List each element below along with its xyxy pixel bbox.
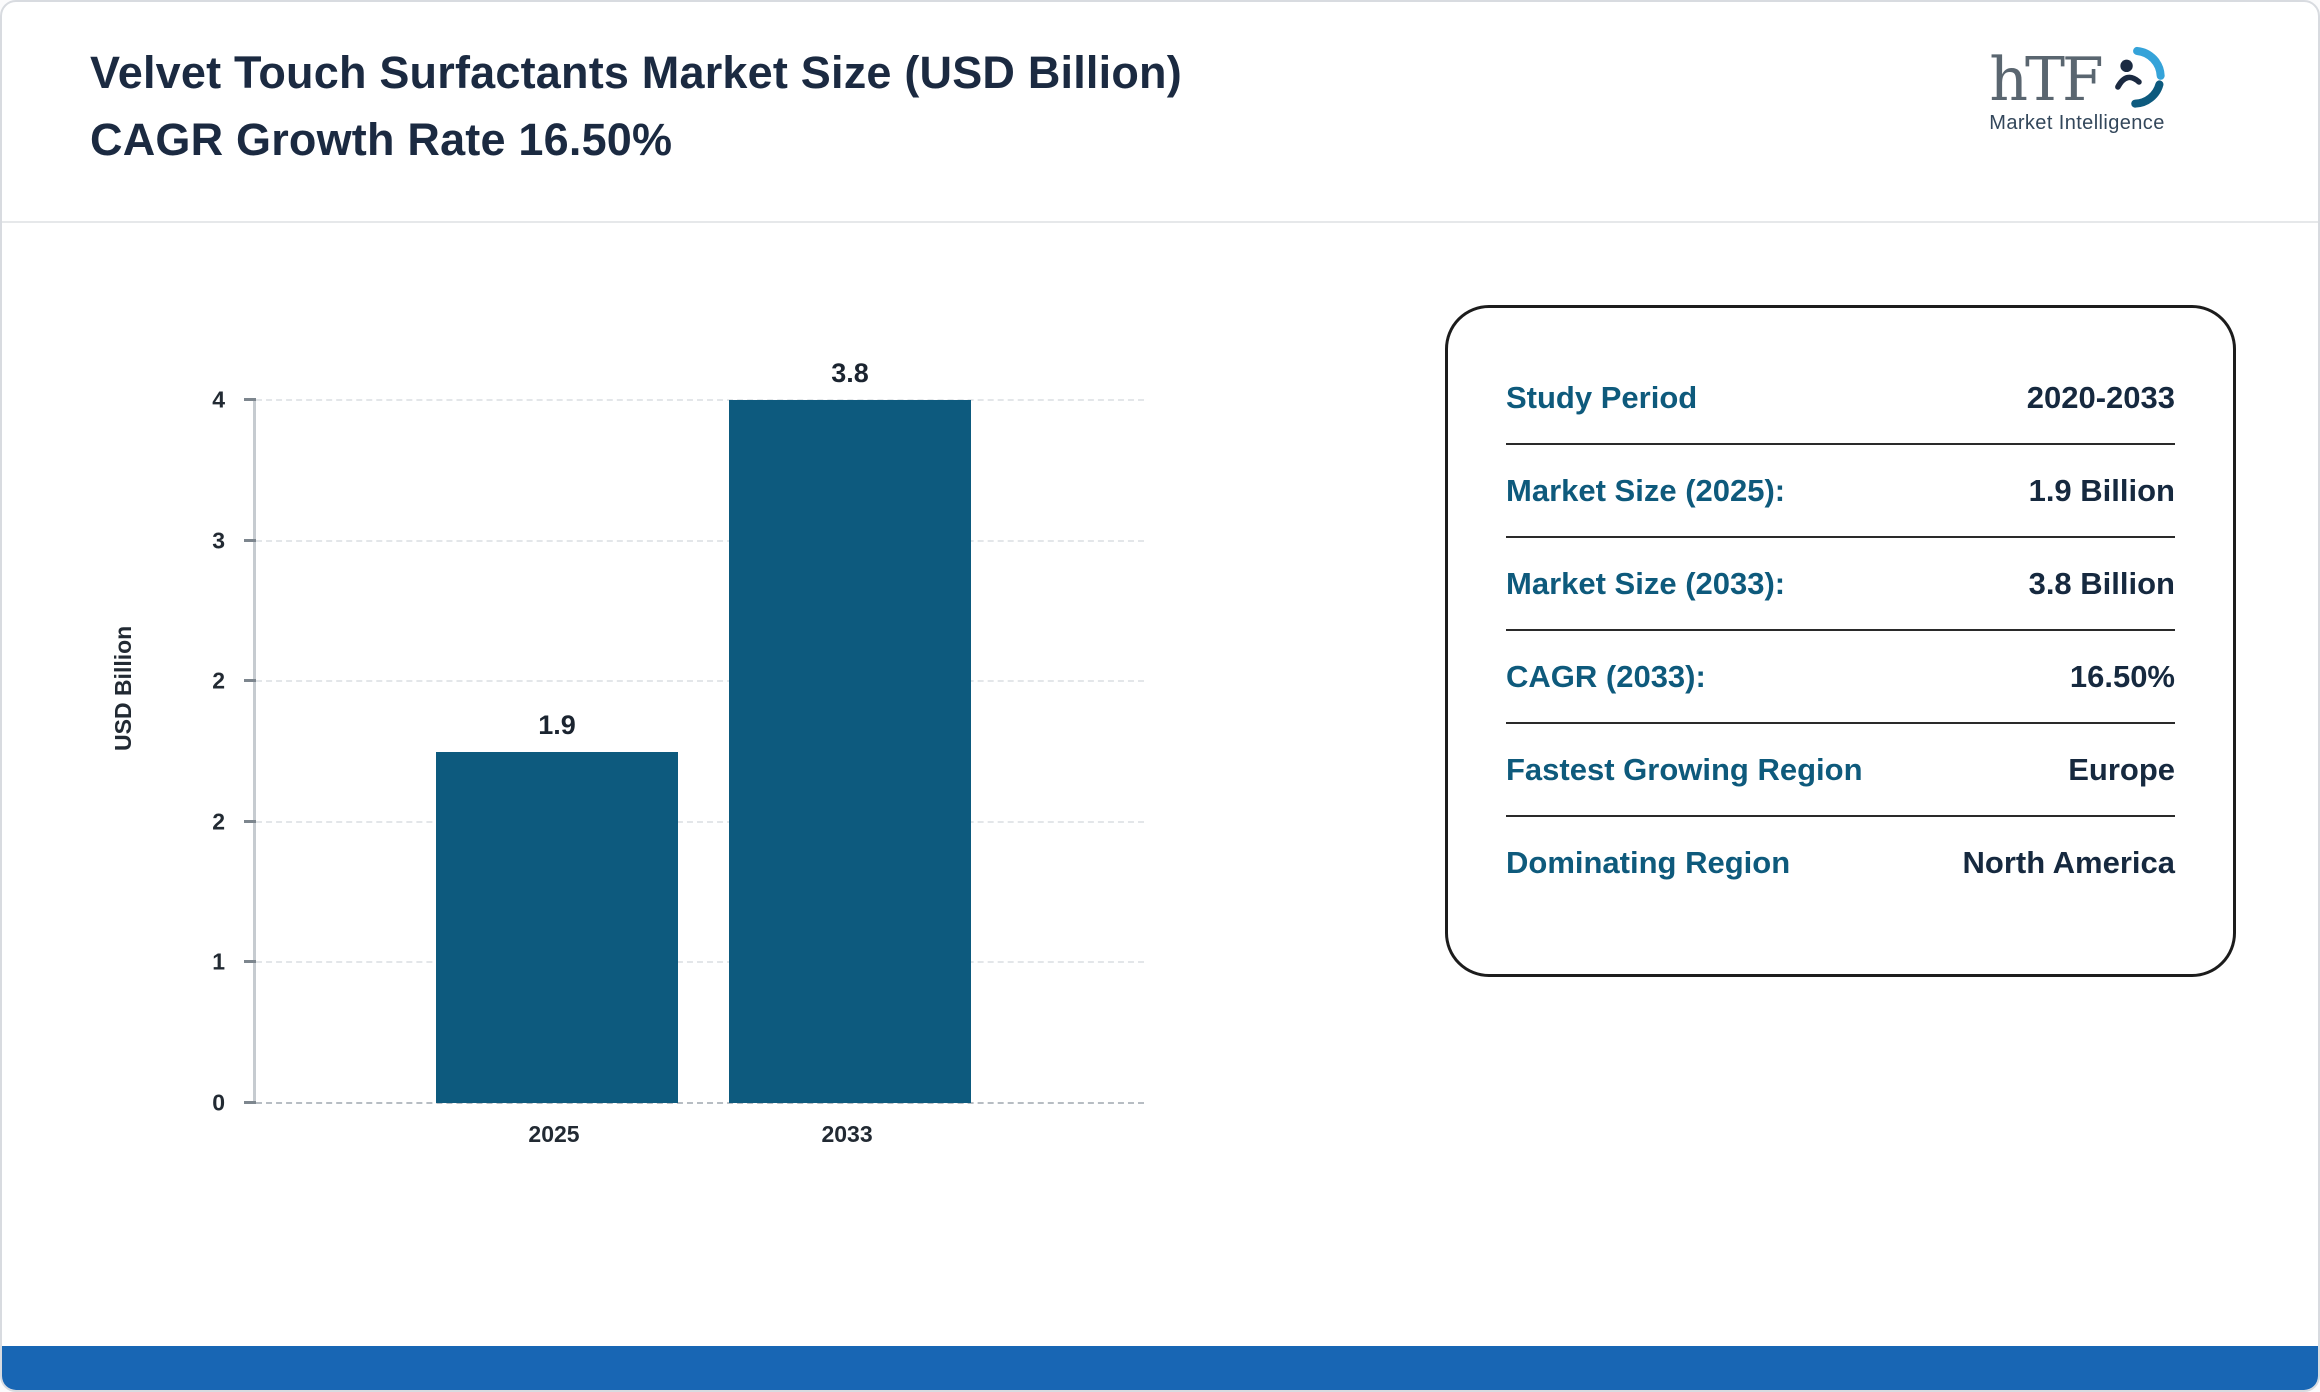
- gridline: [256, 539, 1144, 542]
- y-tick-mark: [244, 1101, 256, 1104]
- y-tick-label: 1: [212, 948, 225, 975]
- header-divider: [2, 221, 2318, 223]
- summary-value: 1.9 Billion: [2028, 472, 2175, 508]
- logo-wordmark: hTF: [1989, 45, 2103, 115]
- htf-logo: hTF Market Intelligence: [1962, 45, 2192, 135]
- summary-label: Market Size (2025):: [1506, 472, 1786, 508]
- y-tick-mark: [244, 398, 256, 401]
- gridline: [256, 680, 1144, 683]
- summary-row-market-size-2033: Market Size (2033): 3.8 Billion: [1506, 538, 2175, 631]
- y-tick-label: 3: [212, 527, 225, 554]
- x-category-label: 2033: [821, 1121, 873, 1147]
- y-tick-mark: [244, 679, 256, 683]
- y-tick-mark: [244, 538, 256, 542]
- bar-value-label: 3.8: [831, 358, 869, 388]
- gridline: [256, 399, 1144, 401]
- y-tick-label: 2: [212, 667, 225, 694]
- summary-value: North America: [1962, 844, 2175, 880]
- bar-value-label: 1.9: [538, 709, 576, 740]
- y-axis-title: USD Billion: [110, 625, 136, 751]
- y-tick-mark: [244, 960, 256, 964]
- summary-row-market-size-2025: Market Size (2025): 1.9 Billion: [1506, 445, 2175, 538]
- gridline: [256, 961, 1144, 964]
- header: Velvet Touch Surfactants Market Size (US…: [2, 2, 2318, 221]
- summary-value: 2020-2033: [2026, 379, 2175, 415]
- bar-2025: 1.9: [436, 710, 678, 1103]
- summary-label: Dominating Region: [1506, 844, 1791, 880]
- y-tick-label: 4: [212, 386, 225, 413]
- summary-value: Europe: [2068, 751, 2175, 787]
- gridline: [256, 820, 1144, 823]
- logo-subtext: Market Intelligence: [1989, 112, 2165, 134]
- summary-row-fastest-growing-region: Fastest Growing Region Europe: [1506, 724, 2175, 817]
- summary-card: Study Period 2020-2033 Market Size (2025…: [1445, 305, 2236, 977]
- x-axis-labels: 2025 2033: [253, 1121, 1141, 1161]
- summary-label: Study Period: [1506, 379, 1698, 415]
- summary-row-cagr: CAGR (2033): 16.50%: [1506, 631, 2175, 724]
- y-tick-label: 2: [212, 808, 225, 835]
- y-tick-column: 0 1 2 2 3 4: [163, 387, 241, 1116]
- summary-row-study-period: Study Period 2020-2033: [1506, 352, 2175, 445]
- plot-area: 1.9 3.8: [244, 358, 1144, 1104]
- page-title: Velvet Touch Surfactants Market Size (US…: [90, 47, 1182, 165]
- x-category-label: 2025: [528, 1121, 580, 1147]
- y-tick-label: 0: [212, 1089, 225, 1116]
- y-tick-mark: [244, 819, 256, 823]
- summary-label: CAGR (2033):: [1506, 658, 1706, 694]
- logo-top: hTF: [1962, 45, 2192, 115]
- summary-value: 16.50%: [2069, 658, 2175, 694]
- footer-accent-strip: [2, 1346, 2318, 1390]
- x-axis-baseline: [256, 1102, 1144, 1104]
- summary-label: Fastest Growing Region: [1506, 751, 1863, 787]
- bar-chart: USD Billion 0 1 2 2 3 4 1.9 3.8 2025 2033: [2, 221, 1282, 1221]
- summary-value: 3.8 Billion: [2028, 565, 2175, 601]
- logo-swirl-icon: [2114, 46, 2165, 108]
- summary-row-dominating-region: Dominating Region North America: [1506, 817, 2175, 908]
- summary-label: Market Size (2033):: [1506, 565, 1786, 601]
- bar-2033: 3.8: [729, 358, 971, 1103]
